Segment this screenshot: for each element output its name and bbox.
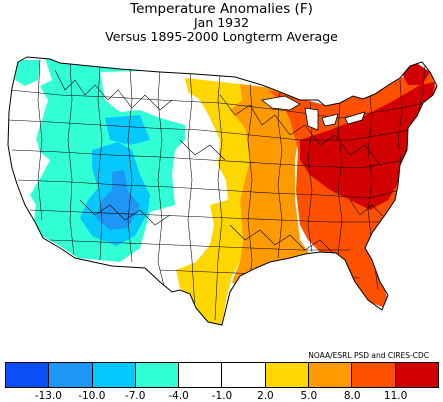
legend-bin-9 <box>395 362 439 388</box>
region-cool-anomaly-2 <box>15 60 40 86</box>
map-titles: Temperature Anomalies (F) Jan 1932 Versu… <box>0 0 443 44</box>
legend-tick-label: -10.0 <box>78 390 106 402</box>
color-legend <box>5 362 439 388</box>
map-title: Temperature Anomalies (F) <box>130 1 313 17</box>
legend-tick-label: 8.0 <box>343 390 361 402</box>
region-orange <box>230 84 355 305</box>
legend-ticks: -13.0 -10.0 -7.0 -4.0 -1.0 2.0 5.0 8.0 11.0 <box>5 390 439 402</box>
legend-tick-label: -13.0 <box>34 390 62 402</box>
legend-tick-label: -1.0 <box>211 390 233 402</box>
legend-bin-5 <box>222 362 266 388</box>
legend-bin-0 <box>5 362 50 388</box>
legend-bin-7 <box>309 362 353 388</box>
region-coldest <box>96 170 140 230</box>
region-yellow <box>176 78 250 325</box>
legend-tick-label: -4.0 <box>168 390 189 402</box>
map-subtitle: Jan 1932 <box>193 15 250 30</box>
legend-bin-3 <box>135 362 180 388</box>
legend-tick-label: 5.0 <box>300 390 318 402</box>
legend-tick-label: 11.0 <box>383 390 408 402</box>
region-neutral-west <box>8 100 45 200</box>
legend-bin-4 <box>179 362 223 388</box>
great-lakes <box>261 95 366 131</box>
us-anomaly-map <box>7 56 438 326</box>
us-outline <box>7 56 438 326</box>
legend-tick-label: 2.0 <box>257 390 274 402</box>
legend-bin-6 <box>265 362 310 388</box>
legend-bin-2 <box>92 362 136 388</box>
region-cold-core-2 <box>105 115 150 145</box>
division-lines <box>8 59 437 321</box>
legend-bin-1 <box>49 362 93 388</box>
map-subtitle-2: Versus 1895-2000 Longterm Average <box>105 29 338 44</box>
legend-tick-label: -7.0 <box>124 390 146 402</box>
credit-text: NOAA/ESRL PSD and CIRES-CDC <box>308 351 429 360</box>
legend-bin-8 <box>352 362 396 388</box>
